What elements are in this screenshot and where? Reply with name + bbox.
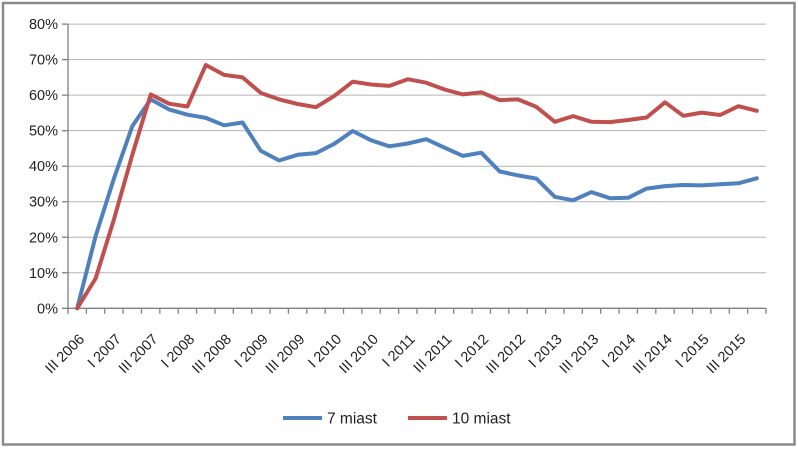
y-tick-labels: 0% 10% 20% 30% 40% 50% 60% 70% 80% [29,17,58,317]
y-tick-label: 20% [29,230,58,246]
legend-item: 10 miast [408,411,511,428]
y-tick-label: 30% [29,195,58,211]
y-tick-label: 80% [29,17,58,33]
y-tick-label: 70% [29,53,58,69]
y-tick-label: 10% [29,266,58,282]
x-tick-label: III 2012 [483,332,529,378]
legend-label: 10 miast [452,411,511,428]
x-tick-label: III 2007 [116,332,162,378]
series-line-10-miast [75,63,759,311]
gridlines [68,23,766,274]
x-tick-label: III 2015 [704,332,750,378]
legend: 7 miast 10 miast [283,411,511,428]
x-tick-label: III 2010 [336,332,382,378]
axes [62,23,767,314]
y-tick-label: 50% [29,124,58,140]
y-tick-label: 40% [29,159,58,175]
x-tick-label: III 2013 [557,332,603,378]
x-tick-label: III 2014 [630,332,676,378]
y-tick-label: 60% [29,88,58,104]
x-tick-label: III 2006 [42,332,88,378]
legend-item: 7 miast [283,411,378,428]
series-line-7-miast [75,97,759,311]
legend-label: 7 miast [327,411,378,428]
x-tick-label: III 2008 [189,332,235,378]
y-tick-label: 0% [37,301,58,317]
x-tick-label: III 2011 [411,332,456,377]
x-tick-label: III 2009 [263,332,309,378]
